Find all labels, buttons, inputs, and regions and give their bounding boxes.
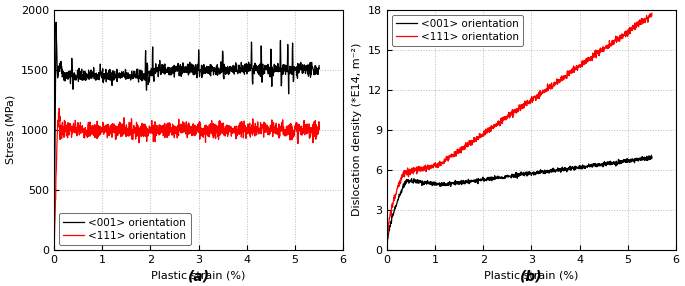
<001> orientation bbox=[315, 64, 323, 67]
Text: (a): (a) bbox=[188, 269, 210, 283]
X-axis label: Plastic strain (%): Plastic strain (%) bbox=[484, 271, 579, 281]
<001> orientation bbox=[140, 72, 148, 76]
<111> orientation bbox=[648, 11, 656, 15]
<111> orientation bbox=[55, 107, 63, 110]
<001> orientation bbox=[497, 175, 506, 178]
Line: <111> orientation: <111> orientation bbox=[387, 13, 652, 249]
<111> orientation bbox=[315, 128, 323, 131]
<001> orientation bbox=[527, 172, 536, 176]
<001> orientation bbox=[383, 247, 391, 250]
<111> orientation bbox=[418, 167, 426, 171]
Line: <001> orientation: <001> orientation bbox=[387, 155, 652, 249]
Y-axis label: Dislocation density (*E14, m⁻²): Dislocation density (*E14, m⁻²) bbox=[352, 43, 362, 217]
Legend: <001> orientation, <111> orientation: <001> orientation, <111> orientation bbox=[60, 213, 190, 245]
<001> orientation bbox=[50, 247, 58, 250]
Y-axis label: Stress (MPa): Stress (MPa) bbox=[5, 95, 16, 164]
<111> orientation bbox=[472, 140, 480, 143]
<111> orientation bbox=[522, 103, 530, 106]
<111> orientation bbox=[50, 242, 58, 245]
Line: <001> orientation: <001> orientation bbox=[54, 22, 319, 249]
<111> orientation bbox=[427, 166, 436, 170]
<001> orientation bbox=[95, 71, 103, 74]
<001> orientation bbox=[648, 155, 656, 159]
Legend: <001> orientation, <111> orientation: <001> orientation, <111> orientation bbox=[392, 15, 523, 46]
<001> orientation bbox=[472, 180, 480, 184]
<111> orientation bbox=[497, 121, 506, 125]
<111> orientation bbox=[190, 123, 198, 126]
<001> orientation bbox=[522, 170, 530, 174]
Line: <111> orientation: <111> orientation bbox=[54, 108, 319, 244]
<001> orientation bbox=[427, 182, 436, 186]
Text: (b): (b) bbox=[520, 269, 543, 283]
<111> orientation bbox=[140, 122, 148, 126]
<001> orientation bbox=[165, 66, 173, 70]
<111> orientation bbox=[165, 131, 173, 135]
<001> orientation bbox=[647, 154, 656, 157]
<111> orientation bbox=[95, 130, 103, 133]
X-axis label: Plastic strain (%): Plastic strain (%) bbox=[151, 271, 246, 281]
<001> orientation bbox=[190, 63, 198, 67]
<001> orientation bbox=[418, 184, 426, 187]
<001> orientation bbox=[86, 77, 94, 80]
<001> orientation bbox=[195, 68, 203, 71]
<111> orientation bbox=[86, 126, 94, 130]
<001> orientation bbox=[52, 21, 60, 24]
<111> orientation bbox=[527, 99, 536, 102]
<111> orientation bbox=[195, 131, 203, 134]
<111> orientation bbox=[50, 241, 58, 245]
<111> orientation bbox=[383, 247, 391, 250]
